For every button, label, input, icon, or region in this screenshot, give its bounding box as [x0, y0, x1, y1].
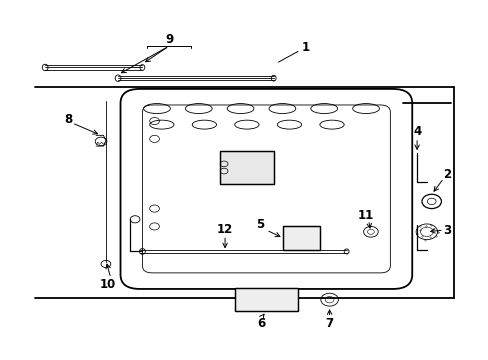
Bar — [234, 288, 297, 311]
Text: 10: 10 — [99, 278, 115, 291]
Bar — [234, 288, 297, 311]
Text: 12: 12 — [217, 223, 233, 236]
Bar — [283, 226, 319, 249]
Text: 8: 8 — [64, 113, 72, 126]
Text: 6: 6 — [257, 317, 265, 330]
Bar — [220, 152, 273, 184]
Bar — [283, 226, 319, 249]
Text: 1: 1 — [301, 41, 309, 54]
Text: 7: 7 — [325, 317, 333, 330]
Text: 4: 4 — [412, 125, 420, 138]
Text: 9: 9 — [164, 33, 173, 46]
Text: 2: 2 — [442, 168, 450, 181]
Text: 3: 3 — [442, 224, 450, 237]
Bar — [220, 152, 273, 184]
Text: 11: 11 — [357, 209, 373, 222]
Text: 5: 5 — [256, 218, 264, 231]
